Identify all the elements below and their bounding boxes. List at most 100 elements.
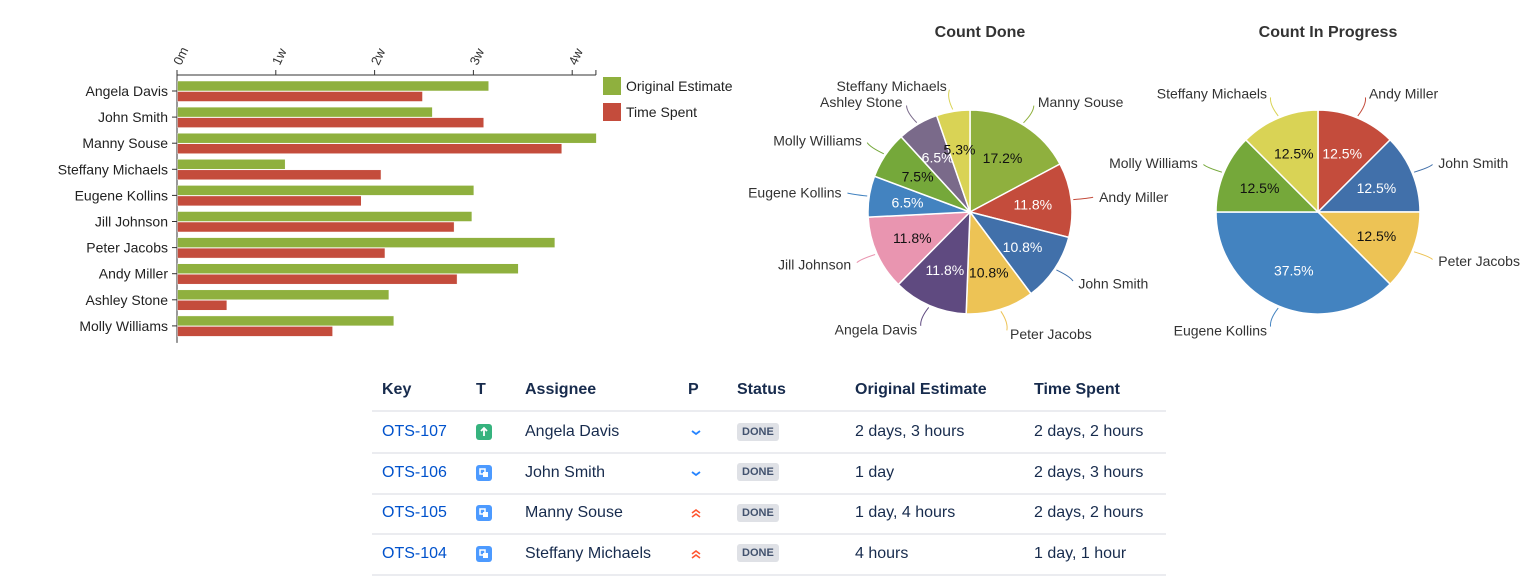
time-spent: 2 days, 3 hours <box>1034 463 1144 481</box>
subtask-icon <box>476 545 492 562</box>
header-key[interactable]: Key <box>382 381 412 398</box>
time-spent: 2 days, 2 hours <box>1034 504 1144 521</box>
slice-name-label: Eugene Kollins <box>748 184 841 200</box>
status-badge: DONE <box>737 503 779 522</box>
slice-percent-label: 11.8% <box>893 230 932 246</box>
table-row[interactable]: OTS-107 Angela Davis DONE 2 days, 3 hour… <box>372 412 1166 454</box>
story-icon <box>476 424 492 440</box>
bar-original-estimate <box>177 185 475 196</box>
category-label: Jill Johnson <box>95 214 168 230</box>
assignee: Manny Souse <box>525 504 623 521</box>
bar-time-spent <box>177 273 458 285</box>
slice-percent-label: 37.5% <box>1274 262 1314 278</box>
slice-name-label: Steffany Michaels <box>1157 86 1267 102</box>
slice-name-label: Angela Davis <box>835 321 918 337</box>
subtask-icon <box>476 505 492 521</box>
table-row[interactable]: OTS-106 John Smith DONE 1 day 2 days, 3 … <box>372 453 1166 495</box>
header-time-spent[interactable]: Time Spent <box>1034 381 1120 398</box>
x-tick-label: 1w <box>269 45 290 67</box>
legend-swatch <box>603 77 621 95</box>
priority-highest-icon <box>688 546 704 562</box>
slice-percent-label: 10.8% <box>969 264 1009 280</box>
original-estimate: 1 day <box>855 463 895 481</box>
pie-slice <box>1244 109 1319 214</box>
slice-name-label: Peter Jacobs <box>1010 326 1092 342</box>
header-priority[interactable]: P <box>688 381 699 398</box>
leader-line <box>1357 97 1367 117</box>
leader-line <box>1203 164 1223 173</box>
slice-percent-label: 11.8% <box>926 262 965 278</box>
original-estimate: 1 day, 4 hours <box>855 504 956 521</box>
issue-key-link[interactable]: OTS-107 <box>382 423 447 440</box>
leader-line <box>847 192 868 197</box>
bar-original-estimate <box>177 237 556 248</box>
slice-name-label: Steffany Michaels <box>837 78 947 94</box>
status-cell: DONE <box>737 493 779 533</box>
issue-key-link[interactable]: OTS-104 <box>382 544 447 562</box>
category-label: Molly Williams <box>79 318 168 334</box>
header-type[interactable]: T <box>476 381 486 398</box>
legend-label: Original Estimate <box>626 78 733 94</box>
slice-percent-label: 12.5% <box>1322 146 1362 162</box>
slice-name-label: Eugene Kollins <box>1174 322 1267 338</box>
time-spent: 2 days, 2 hours <box>1034 423 1144 440</box>
slice-name-label: John Smith <box>1078 275 1148 291</box>
pie-slice <box>897 210 971 315</box>
category-label: Steffany Michaels <box>58 161 168 177</box>
slice-percent-label: 12.5% <box>1357 180 1397 196</box>
charts: 0m 1w 2w 3w 4w Angela Davis John Smith Manny So… <box>58 24 1520 343</box>
priority-highest-icon <box>688 505 704 521</box>
header-status[interactable]: Status <box>737 381 786 398</box>
slice-percent-label: 12.5% <box>1240 180 1280 196</box>
bar-time-spent <box>177 247 386 259</box>
status-cell: DONE <box>737 534 779 574</box>
category-label: Ashley Stone <box>86 292 169 308</box>
leader-line <box>1269 307 1279 327</box>
leader-line <box>920 307 930 326</box>
pie-title: Count In Progress <box>1259 24 1398 41</box>
slice-name-label: Molly Williams <box>773 132 862 148</box>
issue-key-link[interactable]: OTS-105 <box>382 504 447 521</box>
leader-line <box>1413 251 1433 260</box>
x-tick-label: 3w <box>467 45 488 67</box>
pie-slice <box>935 109 971 213</box>
category-label: Angela Davis <box>86 83 169 99</box>
pie-title: Count Done <box>935 24 1026 41</box>
bar-original-estimate <box>177 315 395 327</box>
category-label: Eugene Kollins <box>75 187 168 203</box>
leader-line <box>906 105 918 124</box>
bar-time-spent <box>177 143 563 154</box>
slice-name-label: Andy Miller <box>1369 86 1439 102</box>
header-original-estimate[interactable]: Original Estimate <box>855 381 987 398</box>
bar-time-spent <box>177 195 362 207</box>
slice-name-label: Manny Souse <box>1038 94 1124 110</box>
leader-line <box>1073 196 1094 201</box>
pie-slice <box>1215 211 1392 315</box>
slice-name-label: Ashley Stone <box>820 94 903 110</box>
category-label: Manny Souse <box>82 135 168 151</box>
table-row[interactable]: OTS-105 Manny Souse DONE 1 day, 4 hours … <box>372 493 1166 535</box>
slice-percent-label: 11.8% <box>1013 196 1052 212</box>
x-tick-label: 0m <box>170 45 191 68</box>
slice-percent-label: 7.5% <box>902 169 934 185</box>
slice-percent-label: 10.8% <box>1003 239 1043 255</box>
pie-slice <box>1215 138 1320 213</box>
bar-original-estimate <box>177 289 390 301</box>
table-row[interactable]: OTS-104 Steffany Michaels DONE 4 hours 1… <box>372 534 1166 576</box>
slice-percent-label: 12.5% <box>1274 146 1314 162</box>
pie-slice <box>967 162 1073 239</box>
pie-slice <box>969 109 1062 214</box>
assignee: Steffany Michaels <box>525 544 651 562</box>
status-badge: DONE <box>737 544 779 563</box>
bar-time-spent <box>177 91 423 102</box>
priority-low-icon <box>688 424 704 440</box>
issue-key-link[interactable]: OTS-106 <box>382 463 447 481</box>
slice-percent-label: 5.3% <box>944 142 976 158</box>
pie-slice <box>867 211 972 286</box>
slice-percent-label: 12.5% <box>1357 228 1397 244</box>
bar-original-estimate <box>177 106 433 118</box>
header-assignee[interactable]: Assignee <box>525 381 597 398</box>
leader-line <box>1000 311 1008 331</box>
time-spent: 1 day, 1 hour <box>1034 544 1127 562</box>
slice-name-label: Andy Miller <box>1099 189 1169 205</box>
